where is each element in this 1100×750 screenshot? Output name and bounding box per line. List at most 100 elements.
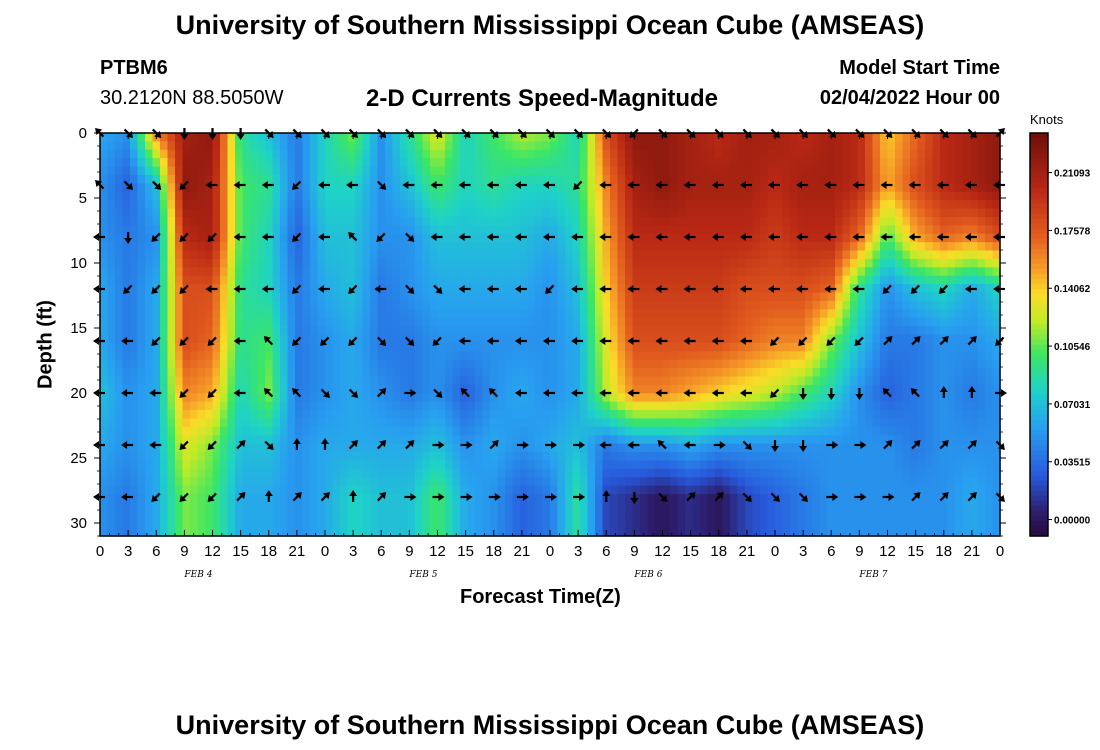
heatmap-cell (677, 216, 686, 226)
heatmap-cell (692, 225, 701, 235)
heatmap-cell (722, 393, 731, 403)
heatmap-cell (850, 376, 859, 386)
heatmap-cell (917, 342, 926, 352)
heatmap-cell (370, 191, 379, 201)
heatmap-cell (212, 443, 221, 453)
heatmap-cell (527, 443, 536, 453)
heatmap-cell (850, 183, 859, 193)
heatmap-cell (317, 141, 326, 151)
heatmap-cell (677, 334, 686, 344)
heatmap-cell (775, 149, 784, 159)
heatmap-cell (257, 200, 266, 210)
heatmap-cell (655, 133, 664, 142)
heatmap-cell (407, 477, 416, 487)
heatmap-cell (887, 158, 896, 168)
heatmap-cell (212, 225, 221, 235)
heatmap-cell (332, 250, 341, 260)
heatmap-cell (715, 158, 724, 168)
heatmap-cell (850, 216, 859, 226)
heatmap-cell (992, 225, 1001, 235)
heatmap-cell (437, 258, 446, 268)
heatmap-cell (535, 267, 544, 277)
heatmap-cell (505, 200, 514, 210)
heatmap-cell (145, 410, 154, 420)
heatmap-cell (190, 426, 199, 436)
heatmap-cell (160, 393, 169, 403)
heatmap-cell (917, 426, 926, 436)
heatmap-cell (242, 384, 251, 394)
heatmap-cell (692, 376, 701, 386)
heatmap-cell (985, 166, 994, 176)
heatmap-cell (340, 452, 349, 462)
heatmap-cell (835, 225, 844, 235)
heatmap-cell (752, 460, 761, 470)
heatmap-cell (722, 342, 731, 352)
heatmap-cell (377, 174, 386, 184)
heatmap-cell (250, 401, 259, 411)
heatmap-cell (280, 166, 289, 176)
heatmap-cell (625, 300, 634, 310)
heatmap-cell (835, 393, 844, 403)
heatmap-cell (722, 200, 731, 210)
heatmap-cell (707, 292, 716, 302)
heatmap-cell (287, 242, 296, 252)
heatmap-cell (865, 452, 874, 462)
heatmap-cell (865, 418, 874, 428)
heatmap-cell (992, 452, 1001, 462)
heatmap-cell (617, 267, 626, 277)
heatmap-cell (355, 401, 364, 411)
heatmap-cell (452, 133, 461, 142)
heatmap-cell (467, 200, 476, 210)
heatmap-cell (220, 418, 229, 428)
heatmap-cell (430, 149, 439, 159)
heatmap-cell (452, 200, 461, 210)
heatmap-cell (932, 183, 941, 193)
heatmap-cell (737, 401, 746, 411)
heatmap-cell (805, 300, 814, 310)
heatmap-cell (452, 166, 461, 176)
heatmap-cell (572, 401, 581, 411)
heatmap-cell (992, 183, 1001, 193)
heatmap-cell (925, 141, 934, 151)
heatmap-cell (895, 216, 904, 226)
heatmap-cell (137, 435, 146, 445)
heatmap-cell (865, 141, 874, 151)
heatmap-cell (100, 292, 109, 302)
heatmap-cell (617, 275, 626, 285)
heatmap-cell (700, 418, 709, 428)
heatmap-cell (130, 300, 139, 310)
heatmap-cell (452, 393, 461, 403)
heatmap-cell (437, 191, 446, 201)
heatmap-cell (460, 225, 469, 235)
heatmap-cell (422, 300, 431, 310)
heatmap-cell (895, 149, 904, 159)
heatmap-cell (632, 275, 641, 285)
heatmap-cell (145, 158, 154, 168)
heatmap-cell (430, 443, 439, 453)
heatmap-cell (790, 342, 799, 352)
heatmap-cell (565, 317, 574, 327)
heatmap-cell (415, 435, 424, 445)
heatmap-cell (722, 216, 731, 226)
heatmap-cell (880, 174, 889, 184)
heatmap-cell (805, 141, 814, 151)
heatmap-cell (797, 200, 806, 210)
heatmap-cell (122, 426, 131, 436)
heatmap-cell (242, 258, 251, 268)
heatmap-cell (940, 368, 949, 378)
heatmap-cell (197, 275, 206, 285)
heatmap-cell (872, 166, 881, 176)
heatmap-cell (625, 233, 634, 243)
heatmap-cell (385, 158, 394, 168)
heatmap-cell (107, 426, 116, 436)
heatmap-cell (475, 216, 484, 226)
heatmap-cell (310, 183, 319, 193)
heatmap-cell (835, 284, 844, 294)
heatmap-cell (670, 309, 679, 319)
heatmap-cell (520, 477, 529, 487)
heatmap-cell (872, 300, 881, 310)
heatmap-cell (235, 158, 244, 168)
heatmap-cell (227, 258, 236, 268)
heatmap-cell (662, 426, 671, 436)
heatmap-cell (955, 460, 964, 470)
